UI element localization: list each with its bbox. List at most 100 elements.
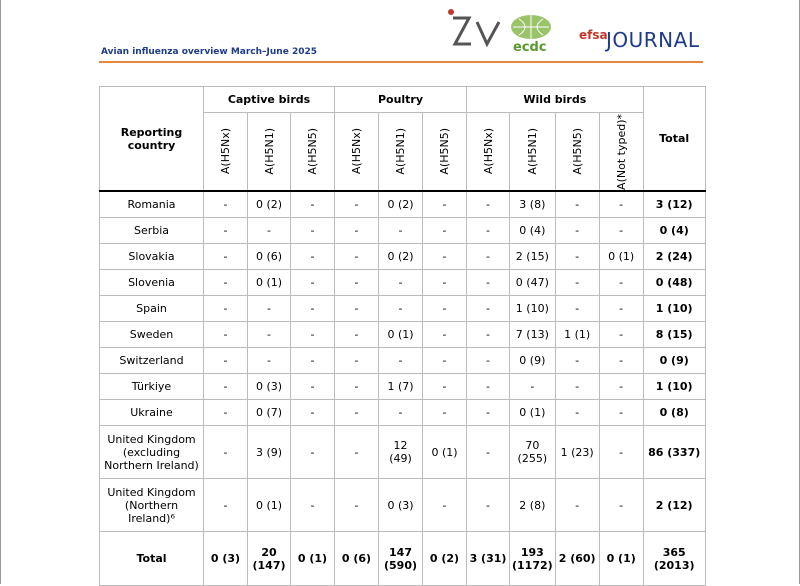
cell: 0 (2) bbox=[247, 190, 291, 218]
cell: - bbox=[466, 190, 510, 218]
header-rule bbox=[99, 61, 703, 63]
cell: - bbox=[598, 295, 644, 322]
country: Slovenia bbox=[99, 269, 204, 296]
total-label: Total bbox=[99, 531, 204, 586]
cell: 8 (15) bbox=[642, 321, 706, 348]
cell: - bbox=[598, 347, 644, 374]
cell: - bbox=[466, 295, 510, 322]
cell: - bbox=[466, 217, 510, 244]
subheader-row: A(H5Nx) A(H5N1) A(H5N5) A(H5Nx) A(H5N1) A(H5N… bbox=[100, 112, 706, 192]
data-row: Slovakia -0 (6) - -0 (2) - -2 (15) -0 (1) 2 (24… bbox=[99, 243, 706, 270]
cell: - bbox=[290, 347, 335, 374]
data-table: Reporting country Captive birds Poultry Wil… bbox=[99, 86, 706, 586]
cell: - bbox=[422, 243, 467, 270]
country: Switzerland bbox=[99, 347, 204, 374]
cell: - bbox=[247, 347, 291, 374]
cell: - bbox=[598, 190, 644, 218]
country: Spain bbox=[99, 295, 204, 322]
total-cell: 20 (147) bbox=[247, 531, 291, 586]
subheader: A(H5Nx) bbox=[219, 128, 232, 175]
efsa-logo: efsa bbox=[579, 28, 608, 42]
country: United Kingdom (Northern Ireland)⁶ bbox=[99, 478, 204, 532]
country: Ukraine bbox=[99, 399, 204, 426]
cell: - bbox=[334, 321, 379, 348]
data-row: Ukraine -0 (7) - - - - -0 (1) - -0 (8) bbox=[99, 399, 706, 426]
cell: - bbox=[290, 295, 335, 322]
data-row: Türkiye -0 (3) - -1 (7) - - - - -1 (10) bbox=[99, 373, 706, 400]
data-row: Switzerland - - - - - - -0 (9) - -0 (9) bbox=[99, 347, 706, 374]
cell: 7 (13) bbox=[509, 321, 556, 348]
subheader-cell: A(H5N5) bbox=[422, 112, 467, 192]
subheader-cell: A(H5N1) bbox=[378, 112, 423, 192]
cell: - bbox=[378, 399, 423, 426]
cell: - bbox=[247, 295, 291, 322]
cell: - bbox=[554, 399, 600, 426]
country-header: Reporting country bbox=[99, 86, 204, 192]
cell: - bbox=[466, 269, 510, 296]
cell: 0 (1) bbox=[247, 269, 291, 296]
subheader-cell: A(H5N1) bbox=[509, 112, 556, 192]
ecdc-logo: ecdc bbox=[513, 40, 547, 55]
cell: - bbox=[203, 243, 248, 270]
cell: - bbox=[422, 478, 467, 532]
cell: - bbox=[247, 217, 291, 244]
cell: - bbox=[203, 425, 248, 479]
cell: - bbox=[554, 190, 600, 218]
cell: - bbox=[378, 347, 423, 374]
cell: 0 (1) bbox=[378, 321, 423, 348]
subheader-cell: A(H5N1) bbox=[247, 112, 291, 192]
cell: - bbox=[466, 321, 510, 348]
cell: 0 (47) bbox=[509, 269, 556, 296]
subheader-cell: A(H5Nx) bbox=[466, 112, 510, 192]
cell: - bbox=[203, 295, 248, 322]
cell: 70 (255) bbox=[509, 425, 556, 479]
data-row: Serbia - - - - - - -0 (4) - -0 (4) bbox=[99, 217, 706, 244]
subheader-cell: A(H5Nx) bbox=[334, 112, 379, 192]
cell: - bbox=[598, 321, 644, 348]
cell: - bbox=[334, 269, 379, 296]
cell: - bbox=[378, 269, 423, 296]
group-header: Wild birds bbox=[466, 86, 644, 113]
cell: - bbox=[554, 295, 600, 322]
cell: - bbox=[290, 269, 335, 296]
cell: 0 (2) bbox=[378, 243, 423, 270]
data-row: Sweden - - - -0 (1) - -7 (13) 1 (1) -8 (15) bbox=[99, 321, 706, 348]
journal-logo: JOURNAL bbox=[606, 28, 700, 52]
cell: 0 (9) bbox=[509, 347, 556, 374]
total-cell: 0 (1) bbox=[290, 531, 335, 586]
cell: - bbox=[203, 478, 248, 532]
cell: - bbox=[334, 425, 379, 479]
cell: - bbox=[598, 425, 644, 479]
cell: 0 (1) bbox=[422, 425, 467, 479]
data-row: Spain - - - - - - -1 (10) - -1 (10) bbox=[99, 295, 706, 322]
subheader: A(H5N5) bbox=[306, 128, 319, 175]
subheader: A(Not typed)* bbox=[614, 113, 628, 190]
cell: - bbox=[422, 217, 467, 244]
cell: - bbox=[334, 399, 379, 426]
total-cell: 0 (2) bbox=[422, 531, 467, 586]
cell: - bbox=[203, 269, 248, 296]
country: United Kingdom (excluding Northern Irela… bbox=[99, 425, 204, 479]
cell: - bbox=[422, 347, 467, 374]
cell: - bbox=[422, 399, 467, 426]
cell: - bbox=[554, 217, 600, 244]
data-row: Romania -0 (2) - -0 (2) - -3 (8) - -3 (12) bbox=[99, 190, 706, 218]
header-title: Avian influenza overview March–June 2025 bbox=[101, 47, 317, 57]
total-row: Total 0 (3) 20 (147) 0 (1) 0 (6) 147 (590) 0 (… bbox=[99, 531, 706, 586]
data-row: Slovenia -0 (1) - - - - -0 (47) - -0 (48) bbox=[99, 269, 706, 296]
cell: 1 (10) bbox=[642, 373, 706, 400]
cell: 0 (3) bbox=[378, 478, 423, 532]
cell: - bbox=[378, 217, 423, 244]
subheader: A(H5N5) bbox=[438, 128, 451, 175]
cell: 1 (10) bbox=[642, 295, 706, 322]
cell: 0 (9) bbox=[642, 347, 706, 374]
cell: - bbox=[290, 399, 335, 426]
country: Sweden bbox=[99, 321, 204, 348]
subheader-cell: A(H5N5) bbox=[290, 112, 335, 192]
subheader-cell: A(Not typed)* bbox=[598, 112, 644, 192]
cell: - bbox=[554, 243, 600, 270]
cell: - bbox=[598, 399, 644, 426]
header-row: Reporting country Captive birds Poultry Wil… bbox=[99, 86, 706, 192]
ecdc-globe bbox=[511, 15, 551, 39]
cell: - bbox=[466, 373, 510, 400]
